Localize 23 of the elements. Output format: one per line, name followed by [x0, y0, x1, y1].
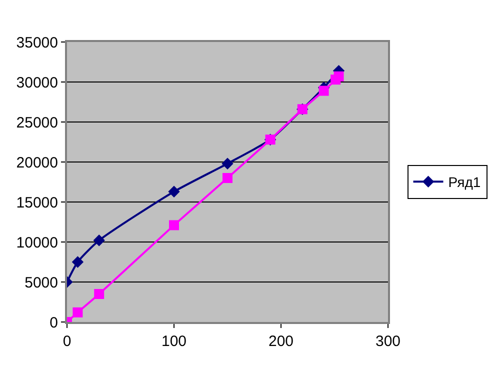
x-tick-label: 200: [268, 333, 294, 350]
legend-label: Ряд1: [448, 174, 481, 190]
x-tick-label: 100: [161, 333, 187, 350]
y-tick-label: 20000: [16, 154, 58, 172]
point: [169, 220, 179, 230]
y-tick-label: 35000: [16, 34, 58, 52]
point: [168, 186, 180, 198]
point: [72, 256, 84, 268]
y-tick-label: 25000: [16, 114, 58, 132]
point: [222, 158, 234, 170]
point: [222, 173, 232, 183]
y-tick-label: 30000: [16, 74, 58, 92]
point: [93, 234, 105, 246]
x-tick-label: 300: [375, 333, 401, 350]
point: [318, 86, 329, 96]
x-tick-label: 0: [62, 333, 72, 350]
y-tick-label: 15000: [16, 194, 58, 212]
y-tick-label: 5000: [24, 274, 58, 292]
point: [334, 71, 344, 82]
point: [94, 289, 104, 299]
y-tick-label: 0: [50, 314, 58, 332]
y-tick-label: 10000: [16, 234, 58, 252]
point: [72, 307, 83, 318]
